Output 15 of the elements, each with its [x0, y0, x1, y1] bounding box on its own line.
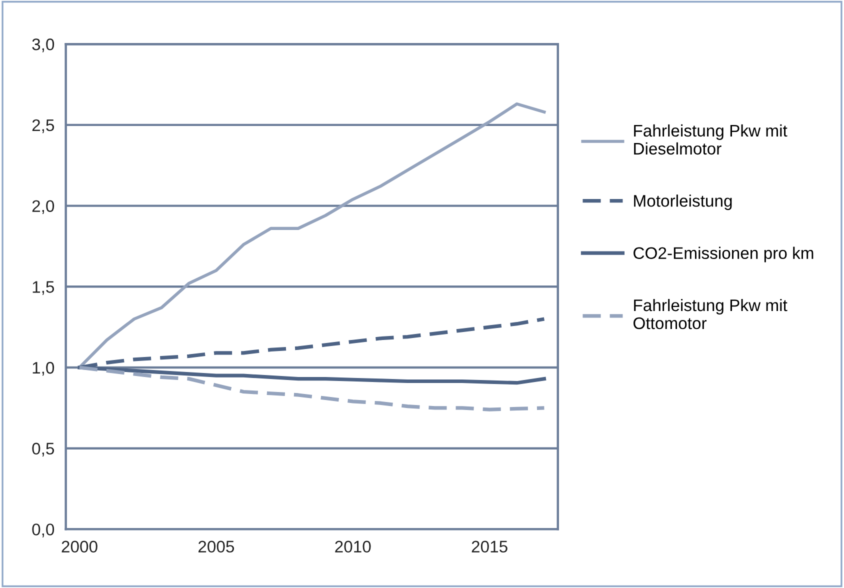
y-tick-label: 1,0 [32, 362, 54, 376]
x-tick-label: 2000 [62, 540, 98, 553]
y-tick-label: 0,0 [32, 524, 54, 538]
legend-label: Motorleistung [634, 194, 732, 210]
legend-label: Fahrleistung Pkw mit Ottomotor [634, 298, 788, 330]
y-tick-label: 3,0 [32, 38, 54, 52]
legend-label: Fahrleistung Pkw mit Dieselmotor [634, 124, 788, 155]
x-tick-label: 2015 [472, 540, 508, 553]
x-tick-label: 2005 [198, 540, 234, 553]
y-tick-label: 2,5 [32, 119, 54, 134]
x-tick-label: 2010 [335, 540, 371, 553]
y-tick-label: 1,5 [32, 281, 54, 295]
y-tick-label: 0,5 [32, 442, 54, 457]
y-tick-label: 2,0 [32, 200, 54, 214]
legend-label: CO2-Emissionen pro km [634, 246, 814, 262]
